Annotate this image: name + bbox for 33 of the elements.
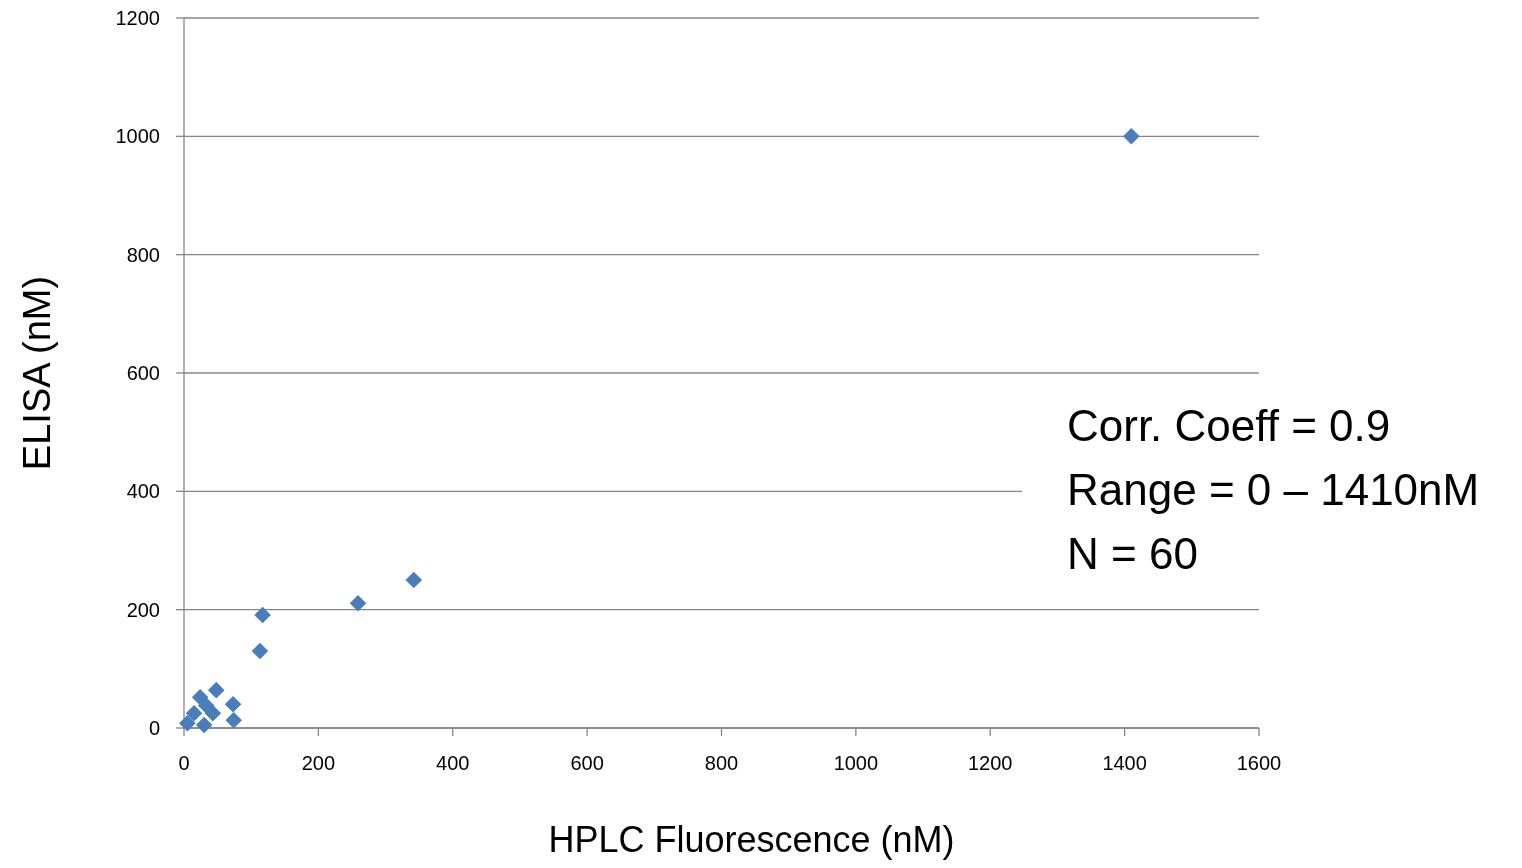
point: [405, 571, 423, 589]
x-tick-label: 600: [570, 752, 604, 774]
point: [195, 716, 213, 734]
y-tick-label: 0: [148, 717, 160, 739]
y-tick-label: 1000: [115, 125, 160, 148]
point: [1123, 128, 1140, 145]
point: [254, 606, 271, 624]
x-tick-label: 1000: [833, 752, 879, 774]
x-tick-label: 800: [704, 752, 739, 774]
y-tick-label: 1200: [115, 7, 160, 29]
y-tick-label: 600: [126, 362, 160, 384]
annotation: N = 60: [1067, 529, 1198, 578]
point: [179, 715, 196, 732]
y-tick-label: 400: [126, 480, 160, 503]
x-tick-label: 1400: [1102, 752, 1147, 774]
annotation: Corr. Coeff = 0.9: [1067, 401, 1391, 450]
point: [251, 642, 269, 660]
x-tick-label: 200: [301, 752, 336, 774]
x-tick-label: 1600: [1236, 752, 1282, 774]
point: [197, 697, 215, 714]
y-tick-label: 800: [126, 243, 160, 266]
point: [207, 681, 225, 699]
x-tick-label: 400: [436, 752, 470, 774]
annotation: Range = 0 – 1410nM: [1067, 465, 1480, 514]
point: [349, 594, 367, 612]
point: [185, 704, 203, 722]
y-axis-title: ELISA (nM): [16, 275, 58, 471]
y-tick-label: 200: [126, 598, 160, 621]
x-tick-label: 1200: [968, 752, 1013, 774]
point: [225, 712, 242, 729]
x-axis-title: HPLC Fluorescence (nM): [548, 819, 955, 860]
point: [224, 696, 242, 713]
x-tick-label: 0: [178, 752, 190, 774]
